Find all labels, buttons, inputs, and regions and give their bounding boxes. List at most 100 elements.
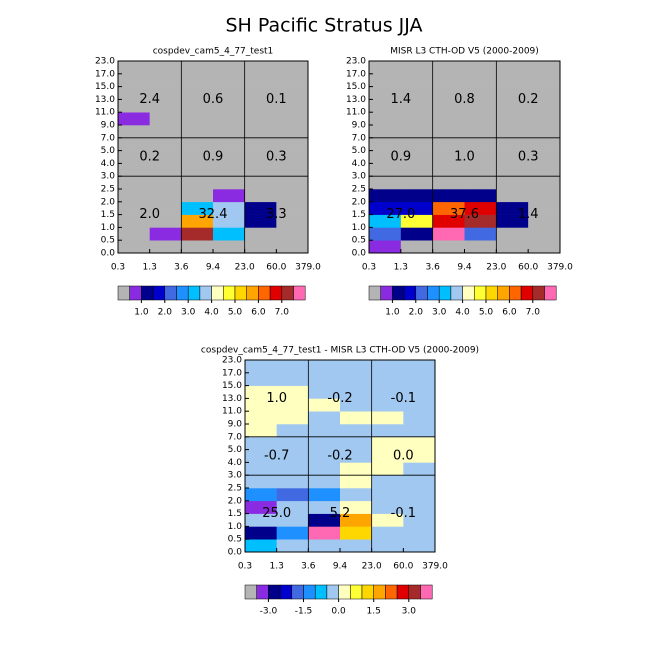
colorbar-box bbox=[141, 285, 154, 301]
cell bbox=[464, 201, 497, 215]
cell bbox=[118, 61, 150, 75]
x-tick-label: 60.0 bbox=[266, 263, 286, 273]
cell bbox=[276, 227, 309, 241]
cell bbox=[213, 137, 245, 151]
cell bbox=[308, 398, 341, 412]
cell bbox=[118, 86, 150, 100]
colorbar-box bbox=[361, 584, 374, 600]
region-value: 37.6 bbox=[450, 207, 479, 222]
cell bbox=[369, 86, 402, 100]
cell bbox=[496, 61, 529, 75]
cell bbox=[181, 189, 214, 203]
cell bbox=[464, 227, 497, 241]
y-tick-label: 3.0 bbox=[101, 172, 116, 182]
cell bbox=[496, 99, 529, 113]
cell bbox=[340, 462, 372, 476]
cell bbox=[496, 163, 529, 177]
panel-title: MISR L3 CTH-OD V5 (2000-2009) bbox=[390, 47, 539, 57]
colorbar-box bbox=[474, 285, 487, 301]
x-tick-label: 0.3 bbox=[238, 562, 252, 572]
region-value: 1.0 bbox=[266, 391, 287, 406]
cell bbox=[244, 99, 277, 113]
colorbar-box bbox=[497, 285, 510, 301]
y-tick-label: 0.5 bbox=[352, 236, 366, 246]
cell bbox=[276, 513, 309, 527]
cell bbox=[464, 189, 497, 203]
colorbar-box bbox=[268, 584, 281, 600]
y-tick-label: 0.0 bbox=[352, 249, 367, 259]
cell bbox=[213, 227, 245, 241]
cell bbox=[464, 137, 497, 151]
region-value: 5.2 bbox=[330, 506, 351, 521]
cell bbox=[464, 99, 497, 113]
colorbar-box bbox=[392, 285, 405, 301]
cell bbox=[432, 189, 465, 203]
colorbar-box bbox=[415, 285, 428, 301]
colorbar-box bbox=[223, 285, 236, 301]
cell bbox=[181, 214, 214, 228]
cell bbox=[118, 227, 150, 241]
cell bbox=[244, 61, 277, 75]
cell bbox=[400, 163, 433, 177]
cell bbox=[181, 150, 214, 164]
cell bbox=[244, 176, 277, 190]
cell bbox=[149, 189, 182, 203]
cell bbox=[528, 240, 561, 254]
cell bbox=[403, 449, 436, 463]
cell bbox=[369, 240, 402, 254]
colorbar-tick-label: 5.0 bbox=[479, 308, 494, 318]
colorbar-box bbox=[450, 285, 463, 301]
cell bbox=[149, 99, 182, 113]
cell bbox=[369, 214, 402, 228]
cell bbox=[245, 436, 277, 450]
cell bbox=[400, 99, 433, 113]
cell bbox=[369, 189, 402, 203]
cell bbox=[528, 150, 561, 164]
cell bbox=[213, 86, 245, 100]
colorbar-box bbox=[164, 285, 177, 301]
region-value: 2.0 bbox=[139, 207, 160, 222]
cell bbox=[403, 398, 436, 412]
y-tick-label: 5.0 bbox=[352, 146, 367, 156]
cell bbox=[403, 539, 436, 553]
cell bbox=[371, 475, 404, 489]
cell bbox=[276, 137, 309, 151]
cell bbox=[528, 137, 561, 151]
colorbar-box bbox=[293, 285, 306, 301]
cell bbox=[276, 411, 309, 425]
y-tick-label: 17.0 bbox=[346, 69, 366, 79]
cell bbox=[371, 372, 404, 386]
y-tick-label: 7.0 bbox=[228, 432, 243, 442]
y-tick-label: 5.0 bbox=[101, 146, 116, 156]
panel-title: cospdev_cam5_4_77_test1 bbox=[153, 47, 274, 57]
cell bbox=[496, 176, 529, 190]
colorbar-box bbox=[291, 584, 304, 600]
cell bbox=[528, 61, 561, 75]
cell bbox=[149, 61, 182, 75]
y-tick-label: 7.0 bbox=[101, 133, 116, 143]
y-tick-label: 1.0 bbox=[352, 223, 367, 233]
cell bbox=[149, 137, 182, 151]
cell bbox=[464, 112, 497, 126]
cell bbox=[149, 227, 182, 241]
region-value: -0.2 bbox=[327, 449, 352, 464]
y-tick-label: 13.0 bbox=[222, 394, 242, 404]
cell bbox=[528, 163, 561, 177]
region-value: 1.0 bbox=[454, 150, 475, 165]
colorbar-box bbox=[152, 285, 166, 301]
colorbar-tick-label: 3.0 bbox=[432, 308, 447, 318]
cell bbox=[369, 201, 402, 215]
x-tick-label: 3.6 bbox=[426, 263, 441, 273]
cell bbox=[118, 73, 150, 87]
cell bbox=[181, 201, 214, 215]
cell bbox=[400, 240, 433, 254]
cell bbox=[244, 189, 277, 203]
y-tick-label: 2.5 bbox=[101, 185, 115, 195]
cell bbox=[464, 125, 497, 139]
cell bbox=[308, 372, 341, 386]
colorbar-box bbox=[246, 285, 259, 301]
x-tick-label: 1.3 bbox=[270, 562, 284, 572]
colorbar-tick-label: 7.0 bbox=[526, 308, 541, 318]
x-tick-label: 9.4 bbox=[333, 562, 348, 572]
